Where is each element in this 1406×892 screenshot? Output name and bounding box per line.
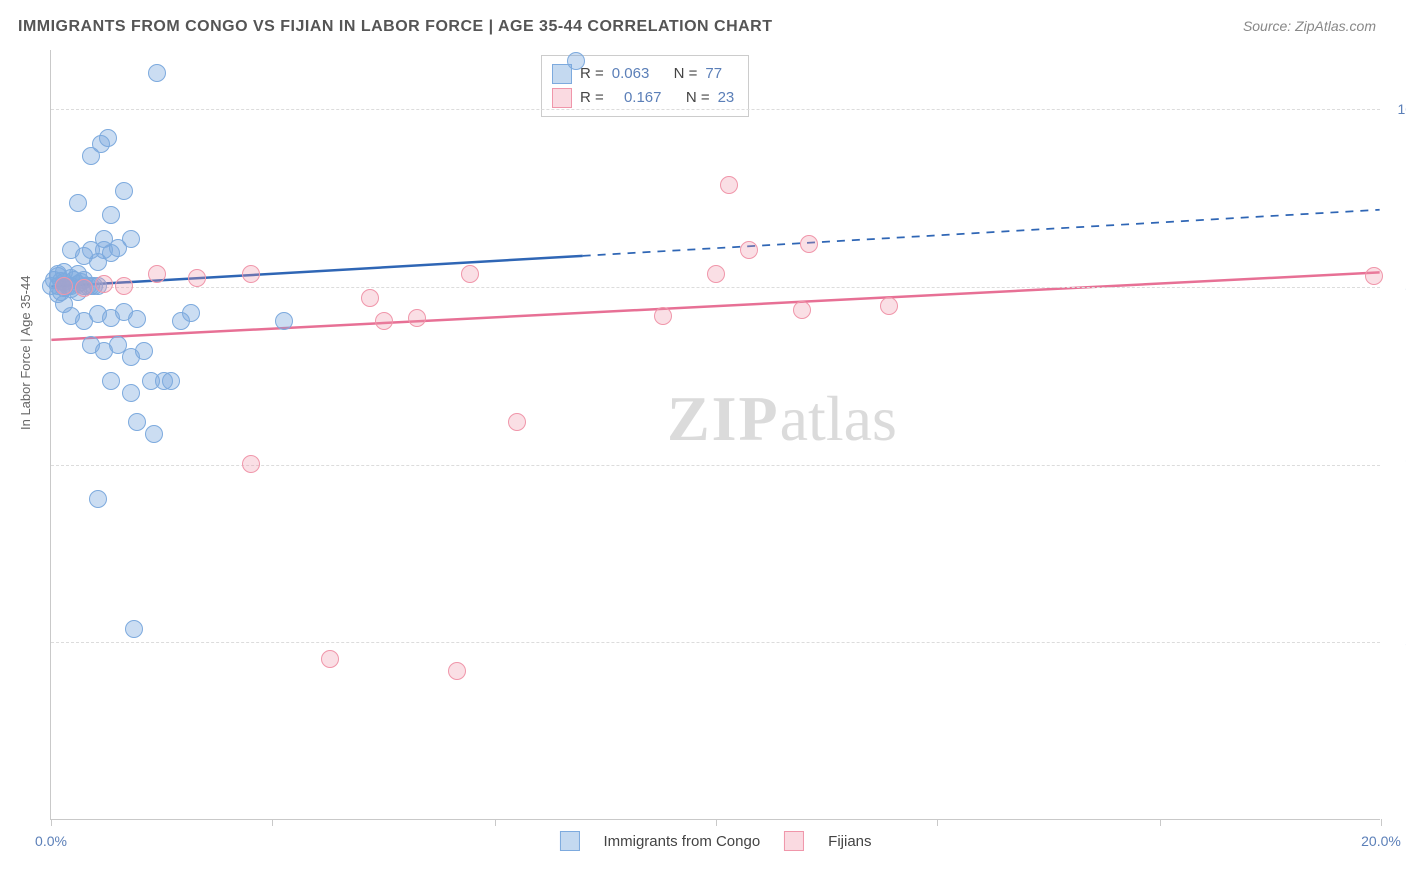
point-fijian [95, 275, 113, 293]
point-congo [148, 64, 166, 82]
series-legend: Immigrants from Congo Fijians [559, 831, 871, 851]
point-fijian [461, 265, 479, 283]
point-congo [115, 182, 133, 200]
gridline-h [51, 642, 1380, 643]
x-tick [1381, 819, 1382, 826]
point-congo [99, 129, 117, 147]
point-congo [182, 304, 200, 322]
watermark: ZIPatlas [667, 382, 897, 456]
point-congo [102, 372, 120, 390]
point-congo [162, 372, 180, 390]
point-fijian [740, 241, 758, 259]
congo-n-value: 77 [705, 62, 722, 86]
x-tick [51, 819, 52, 826]
fijian-n-value: 23 [718, 86, 735, 110]
legend-congo-label: Immigrants from Congo [603, 833, 760, 850]
point-congo [128, 310, 146, 328]
point-congo [122, 384, 140, 402]
point-fijian [361, 289, 379, 307]
point-fijian [375, 312, 393, 330]
x-tick [272, 819, 273, 826]
point-fijian [793, 301, 811, 319]
point-fijian [242, 455, 260, 473]
point-congo [122, 230, 140, 248]
point-fijian [707, 265, 725, 283]
chart-header: IMMIGRANTS FROM CONGO VS FIJIAN IN LABOR… [0, 0, 1406, 46]
y-axis-label: In Labor Force | Age 35-44 [18, 276, 33, 430]
x-tick [495, 819, 496, 826]
gridline-h [51, 109, 1380, 110]
point-congo [69, 194, 87, 212]
point-fijian [148, 265, 166, 283]
x-tick-label: 0.0% [35, 833, 67, 849]
point-fijian [242, 265, 260, 283]
chart-title: IMMIGRANTS FROM CONGO VS FIJIAN IN LABOR… [18, 18, 773, 36]
r-label: R = [580, 86, 604, 110]
regression-lines-layer [51, 50, 1380, 819]
gridline-h [51, 287, 1380, 288]
point-congo [145, 425, 163, 443]
point-fijian [321, 650, 339, 668]
watermark-zip: ZIP [667, 383, 780, 454]
x-tick-label: 20.0% [1361, 833, 1401, 849]
point-fijian [1365, 267, 1383, 285]
y-tick-label: 100.0% [1398, 101, 1406, 117]
point-congo [135, 342, 153, 360]
point-congo [95, 230, 113, 248]
x-tick [716, 819, 717, 826]
point-fijian [408, 309, 426, 327]
point-congo [128, 413, 146, 431]
point-fijian [188, 269, 206, 287]
point-fijian [654, 307, 672, 325]
point-fijian [800, 235, 818, 253]
legend-fijian-label: Fijians [828, 833, 871, 850]
point-fijian [448, 662, 466, 680]
chart-plot-area: ZIPatlas R = 0.063 N = 77 R = 0.167 N = … [50, 50, 1380, 820]
x-tick [937, 819, 938, 826]
legend-row-fijian: R = 0.167 N = 23 [552, 86, 734, 110]
swatch-congo-icon [559, 831, 579, 851]
watermark-atlas: atlas [780, 383, 897, 454]
point-fijian [720, 176, 738, 194]
point-fijian [880, 297, 898, 315]
congo-r-value: 0.063 [612, 62, 650, 86]
point-congo [102, 206, 120, 224]
point-fijian [75, 279, 93, 297]
n-label: N = [674, 62, 698, 86]
point-fijian [508, 413, 526, 431]
source-label: Source: ZipAtlas.com [1243, 18, 1376, 34]
point-fijian [115, 277, 133, 295]
x-tick [1160, 819, 1161, 826]
swatch-fijian-icon [784, 831, 804, 851]
point-congo [89, 490, 107, 508]
swatch-fijian-icon [552, 88, 572, 108]
fijian-r-value: 0.167 [624, 86, 662, 110]
point-congo [275, 312, 293, 330]
point-congo [567, 52, 585, 70]
point-fijian [55, 277, 73, 295]
regression-line-dashed-congo [583, 210, 1380, 256]
n-label: N = [686, 86, 710, 110]
point-congo [125, 620, 143, 638]
